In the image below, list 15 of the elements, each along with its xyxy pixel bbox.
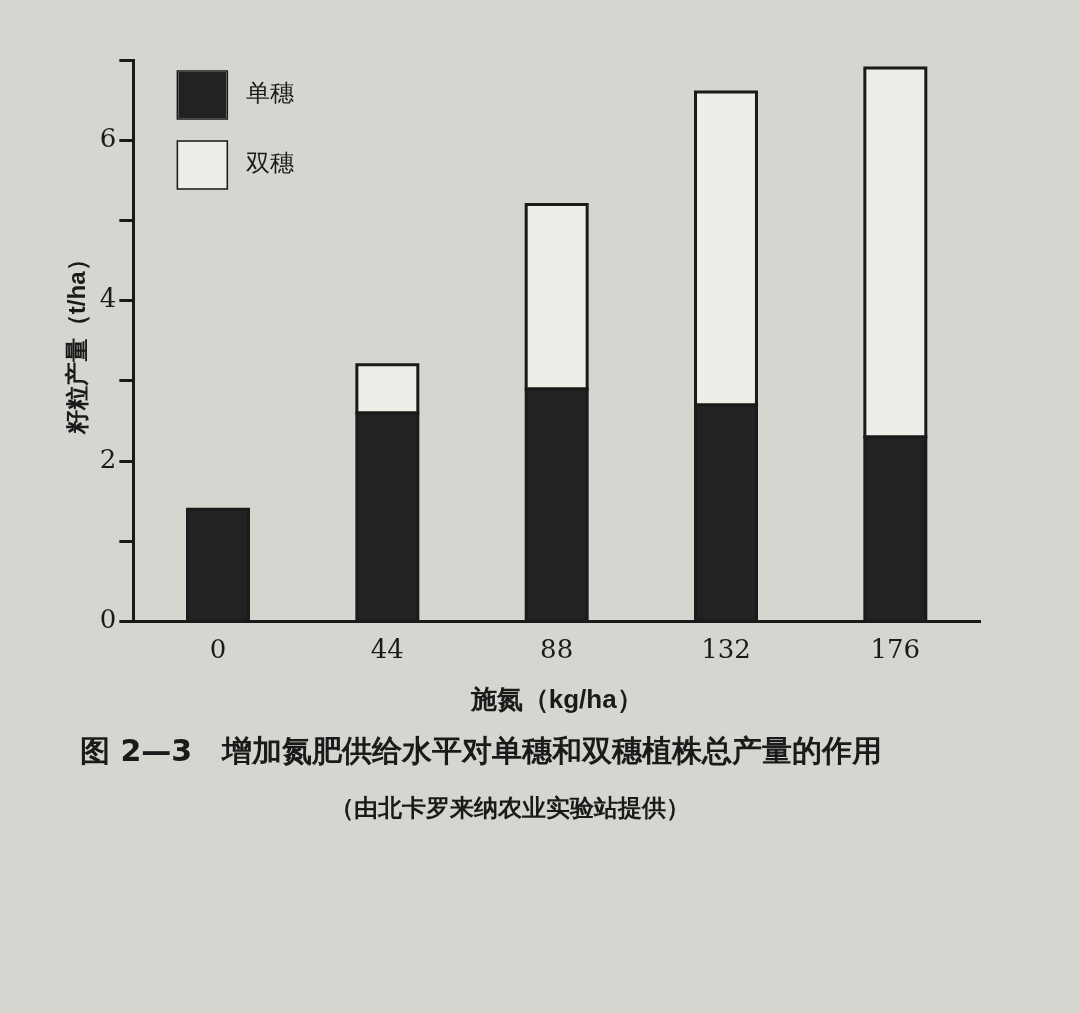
x-tick-label: 0 [209, 633, 227, 664]
y-tick-label: 6 [99, 122, 117, 153]
y-axis-title: 籽粒产量（t/ha） [63, 247, 91, 436]
x-tick-label: 132 [701, 633, 751, 664]
text: （由北卡罗来纳农业实验站提供） [330, 793, 691, 824]
y-tick-label: 2 [99, 443, 117, 474]
y-tick-label: 0 [99, 604, 117, 635]
legend-label: 单穗 [246, 79, 295, 108]
x-tick-label: 88 [540, 633, 574, 664]
y-tick-label: 4 [99, 283, 117, 314]
legend-label: 双穗 [246, 149, 295, 178]
x-tick-label: 176 [870, 633, 921, 664]
text: 图 2—3 增加氮肥供给水平对单穗和双穗植株总产量的作用 [80, 732, 884, 770]
x-axis-title: 施氮（kg/ha） [469, 683, 643, 714]
x-tick-label: 44 [370, 633, 404, 664]
